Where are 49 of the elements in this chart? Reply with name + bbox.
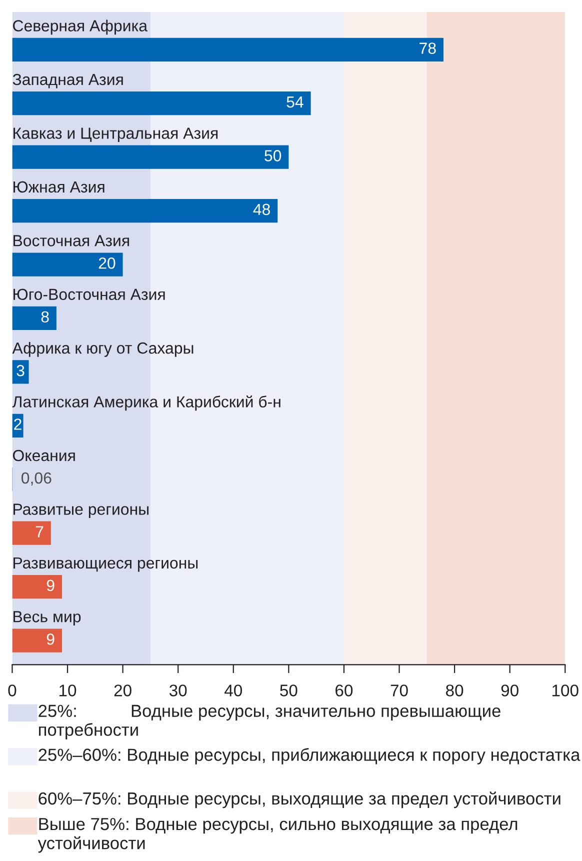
x-tick-label: 20 xyxy=(114,684,132,696)
y-tick-label: Весь мир xyxy=(14,611,81,626)
data-label: 7 xyxy=(36,526,44,538)
data-label: 0,06 xyxy=(22,472,52,486)
y-tick-label: Восточная Азия xyxy=(14,235,129,246)
data-label: 3 xyxy=(16,364,24,376)
data-label: 9 xyxy=(46,580,54,592)
y-tick-label: Развитые регионы xyxy=(14,504,148,518)
data-label: 54 xyxy=(286,96,304,108)
y-tick-label: Латинская Америка и Карибский б-н xyxy=(12,395,280,411)
bar xyxy=(12,38,444,62)
data-label: 50 xyxy=(264,150,282,162)
legend-label: 25%–60%: Водные ресурсы, приближающиеся к порогу недостатка xyxy=(38,748,580,764)
data-label: 48 xyxy=(253,204,270,216)
data-label: 2 xyxy=(14,418,22,430)
y-tick-label: Северная Африка xyxy=(13,20,148,35)
y-tick-label: Африка к югу от Сахары xyxy=(12,342,194,357)
bar xyxy=(12,628,62,652)
y-tick-label: Кавказ и Центральная Азия xyxy=(14,128,218,142)
data-label: 20 xyxy=(98,257,116,269)
bar xyxy=(12,145,289,169)
bar xyxy=(12,360,29,384)
y-tick-label: Южная Азия xyxy=(14,181,104,193)
x-tick-label: 70 xyxy=(390,684,408,696)
x-tick-label: 0 xyxy=(8,684,16,696)
x-tick-label: 50 xyxy=(280,684,298,696)
data-label: 78 xyxy=(420,42,436,54)
y-tick-label: Западная Азия xyxy=(12,74,123,88)
bar xyxy=(12,574,62,599)
legend-label: 60%–75%: Водные ресурсы, выходящие за предел устойчивости xyxy=(38,792,560,808)
legend-label: Выше 75%: Водные ресурсы, сильно выходящие за предел устойчивости xyxy=(38,818,518,853)
x-tick-label: 90 xyxy=(501,684,518,696)
x-tick-label: 10 xyxy=(60,684,76,696)
y-tick-label: Юго-Восточная Азия xyxy=(14,288,165,300)
bar xyxy=(12,198,278,223)
bar xyxy=(12,306,56,330)
data-label: 8 xyxy=(41,311,49,323)
data-label: 9 xyxy=(46,633,54,645)
bar xyxy=(12,252,123,276)
x-tick-label: 60 xyxy=(336,684,353,696)
x-tick-label: 100 xyxy=(552,684,578,696)
x-tick-label: 30 xyxy=(169,684,187,696)
legend-label: 25%: Водные ресурсы, значительно превышающие потребности xyxy=(38,704,500,740)
bar xyxy=(12,521,51,545)
y-tick-label: Развивающиеся регионы xyxy=(14,557,198,572)
bar xyxy=(12,92,311,116)
x-tick-label: 40 xyxy=(224,684,242,696)
x-tick-label: 80 xyxy=(446,684,464,696)
y-tick-label: Океания xyxy=(12,450,75,462)
